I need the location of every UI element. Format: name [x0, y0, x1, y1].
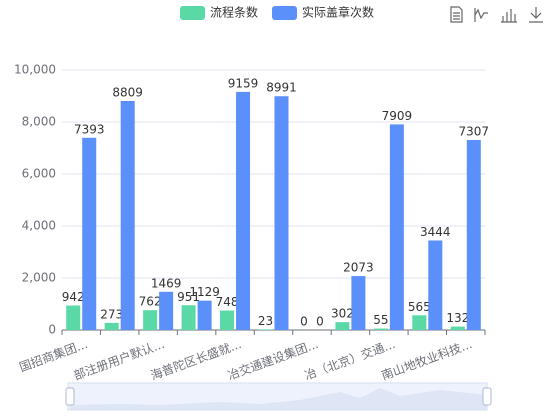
bar	[450, 326, 465, 330]
bar	[66, 305, 81, 330]
data-label: 8991	[266, 81, 297, 95]
bar	[258, 329, 273, 330]
data-label: 3444	[420, 225, 451, 239]
data-label: 2073	[343, 261, 374, 275]
bar	[181, 305, 196, 330]
bar	[412, 315, 427, 330]
y-tick-label: 4,000	[22, 219, 56, 233]
y-tick-label: 0	[48, 323, 56, 337]
data-label: 1129	[189, 285, 220, 299]
data-label: 942	[62, 290, 85, 304]
data-label: 23	[258, 314, 273, 328]
zoom-preview	[70, 388, 487, 410]
zoom-handle[interactable]	[65, 387, 75, 406]
save-icon[interactable]	[529, 7, 543, 23]
toolbox[interactable]	[450, 6, 543, 23]
y-tick-label: 6,000	[22, 167, 56, 181]
data-label: 1469	[151, 276, 182, 290]
data-label: 7307	[458, 125, 489, 139]
line-icon[interactable]	[474, 8, 488, 22]
bar	[428, 240, 443, 330]
zoom-selection[interactable]	[68, 383, 487, 410]
legend-swatch	[180, 6, 205, 20]
bar	[159, 291, 174, 330]
data-label: 7393	[74, 122, 105, 136]
data-label: 132	[446, 311, 469, 325]
data-label: 762	[139, 295, 162, 309]
data-label: 951	[177, 290, 200, 304]
bar	[236, 91, 251, 330]
y-tick-label: 10,000	[14, 63, 56, 77]
bar	[104, 322, 119, 330]
bar	[120, 100, 135, 330]
data-label: 565	[408, 300, 431, 314]
zoom-handle[interactable]	[482, 387, 492, 406]
y-tick-label: 8,000	[22, 115, 56, 129]
data-label: 55	[373, 313, 388, 327]
bar	[274, 96, 289, 330]
bar	[335, 322, 350, 330]
bar	[466, 140, 481, 330]
bar	[197, 300, 212, 330]
data-label: 0	[316, 315, 324, 329]
bar	[389, 124, 404, 330]
data-label: 748	[216, 295, 239, 309]
data-label: 302	[331, 307, 354, 321]
bar	[143, 310, 158, 330]
data-label: 8809	[112, 85, 143, 99]
data-label: 0	[300, 315, 308, 329]
data-label: 7909	[382, 109, 413, 123]
bar	[373, 328, 388, 330]
bar	[220, 310, 235, 330]
legend-swatch	[272, 6, 298, 20]
data-label: 9159	[228, 76, 259, 90]
data-view-icon[interactable]	[450, 6, 463, 23]
bar-icon[interactable]	[501, 9, 517, 23]
y-tick-label: 2,000	[22, 271, 56, 285]
bar	[351, 276, 366, 330]
data-zoom[interactable]	[65, 382, 492, 411]
legend-label: 实际盖章次数	[302, 5, 374, 20]
legend-label: 流程条数	[210, 5, 258, 20]
data-label: 273	[100, 307, 123, 321]
bar	[82, 137, 97, 330]
